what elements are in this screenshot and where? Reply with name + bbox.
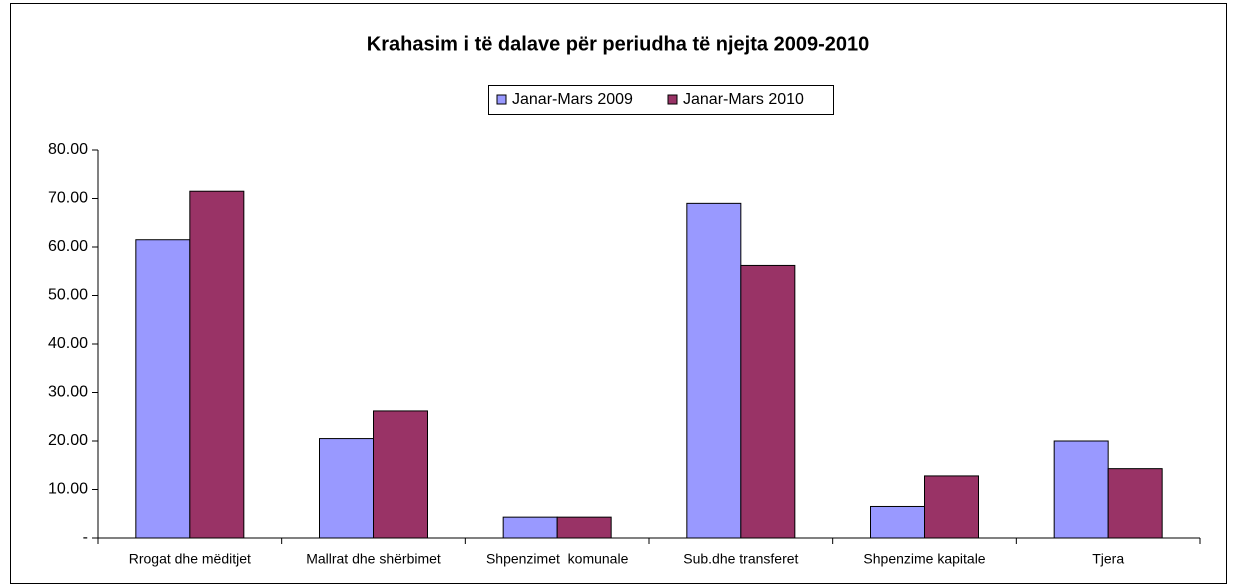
y-tick-label: 60.00 <box>48 238 88 255</box>
bar <box>740 264 796 539</box>
bar <box>556 516 612 539</box>
bar <box>686 202 742 539</box>
bar <box>373 410 428 539</box>
y-tick-label: 10.00 <box>48 481 88 498</box>
y-tick-label: 50.00 <box>48 287 88 304</box>
bar <box>924 475 979 539</box>
legend-box <box>488 85 834 115</box>
legend-label: Janar-Mars 2009 <box>512 91 633 108</box>
x-tick-label: Shpenzimet komunale <box>486 551 629 567</box>
y-tick-label: - <box>83 529 88 546</box>
y-tick-label: 40.00 <box>48 335 88 352</box>
legend-swatch <box>496 94 507 105</box>
bar <box>502 516 558 539</box>
x-tick-label: Mallrat dhe shërbimet <box>306 551 441 567</box>
x-tick-label: Rrogat dhe mëditjet <box>129 551 251 567</box>
bar <box>189 190 245 539</box>
y-tick-label: 20.00 <box>48 432 88 449</box>
legend-swatch <box>667 94 678 105</box>
x-tick-label: Tjera <box>1092 551 1124 567</box>
x-tick-label: Sub.dhe transferet <box>683 551 798 567</box>
y-tick-label: 80.00 <box>48 141 88 158</box>
y-tick-label: 30.00 <box>48 384 88 401</box>
bar <box>1107 468 1163 539</box>
x-tick-label: Shpenzime kapitale <box>863 551 985 567</box>
bar <box>319 438 374 539</box>
bar <box>135 239 191 539</box>
y-tick-label: 70.00 <box>48 190 88 207</box>
legend-label: Janar-Mars 2010 <box>683 91 804 108</box>
chart-title: Krahasim i të dalave për periudha të nje… <box>367 33 869 55</box>
bar <box>870 505 925 539</box>
bar <box>1053 440 1109 539</box>
